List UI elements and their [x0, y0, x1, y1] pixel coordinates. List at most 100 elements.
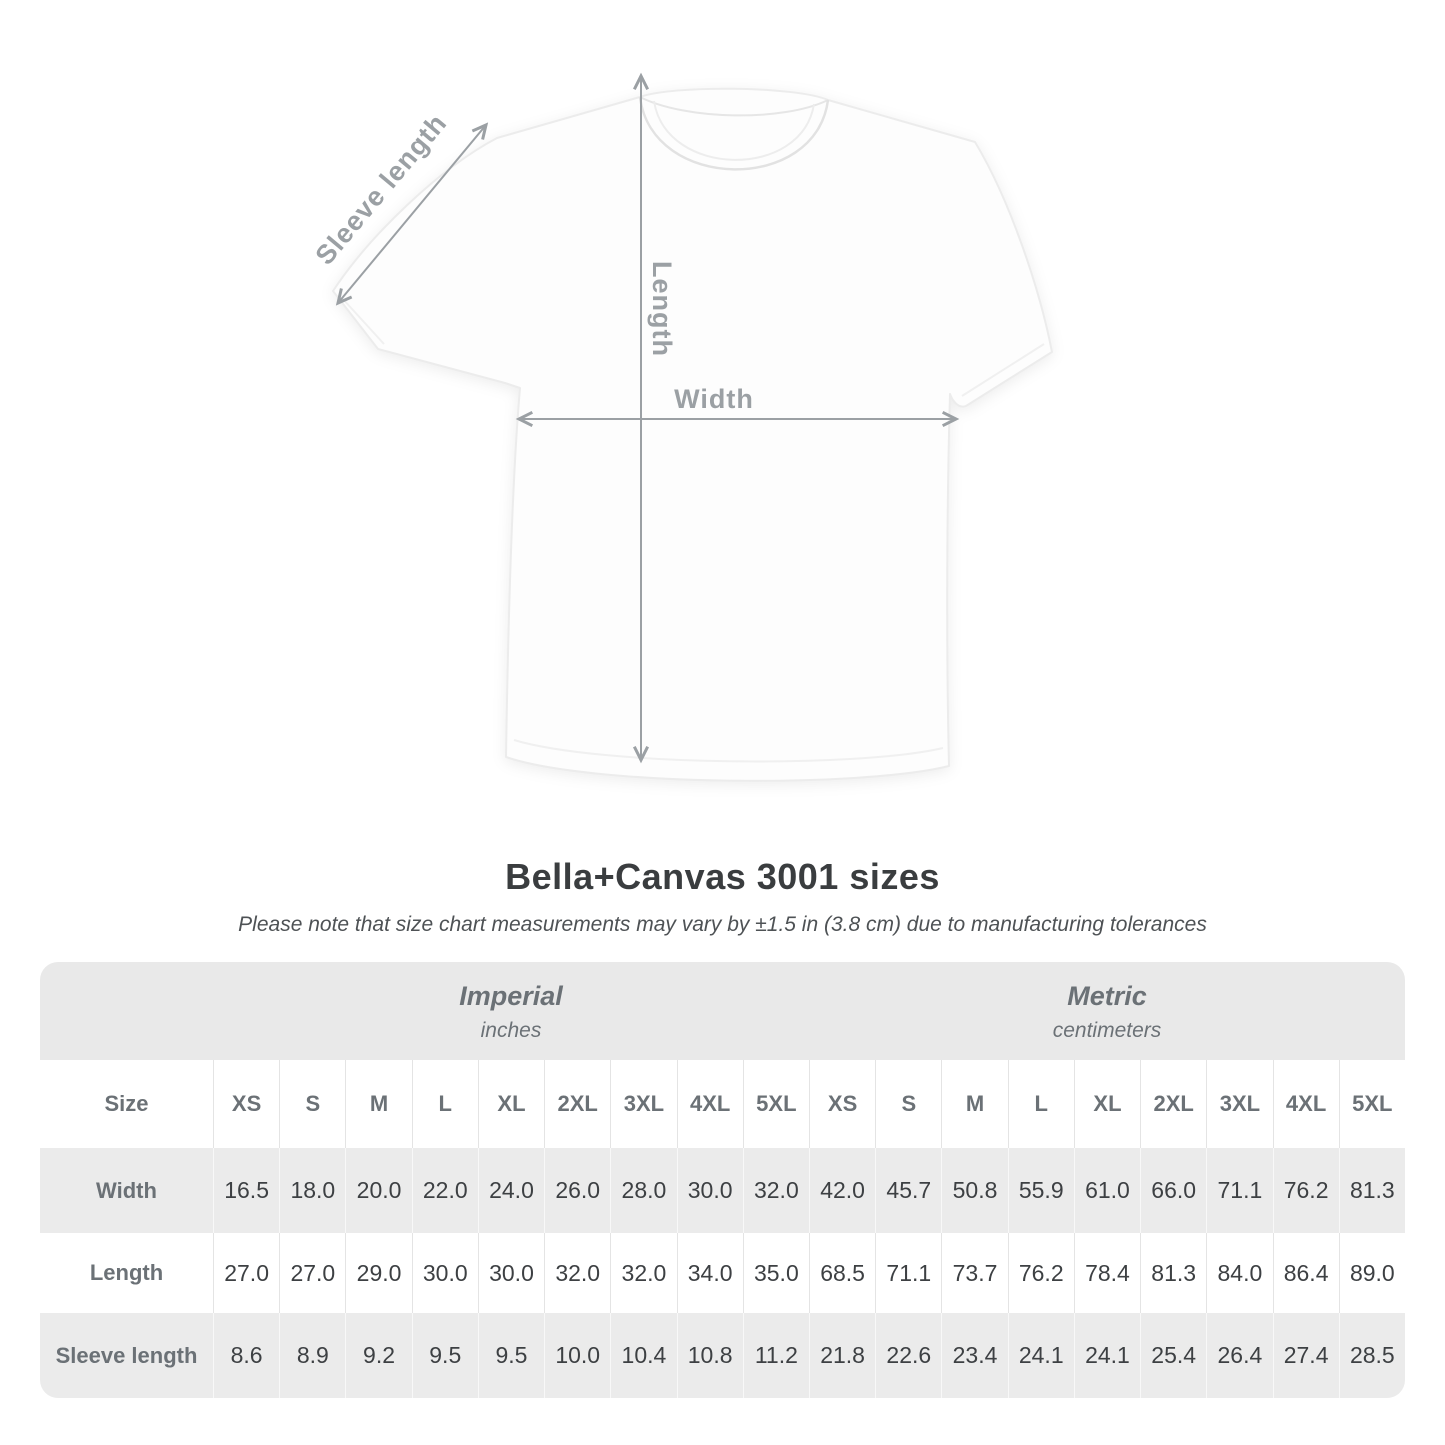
value-cell: 89.0 [1338, 1233, 1405, 1313]
tshirt-collar-inner [653, 100, 815, 161]
unit-band-spacer [40, 962, 213, 1060]
row-label: Width [96, 1177, 157, 1203]
tshirt-body [332, 87, 1053, 782]
value-cell: 28.0 [610, 1148, 676, 1233]
value-cell: 55.9 [1007, 1148, 1074, 1233]
size-col-header: XS [213, 1060, 279, 1148]
tshirt-left-cuff-seam [341, 297, 385, 345]
length-arrow-label: Length [647, 261, 677, 357]
size-column-label: Size [104, 1091, 149, 1116]
value-cell: 78.4 [1073, 1233, 1140, 1313]
value-cell: 76.2 [1007, 1233, 1074, 1313]
value-cell: 30.0 [411, 1233, 478, 1313]
value-cell: 32.0 [742, 1148, 809, 1233]
value-cell: 84.0 [1206, 1233, 1272, 1313]
value-cell: 23.4 [941, 1313, 1007, 1398]
value-cell: 71.1 [875, 1233, 941, 1313]
value-cell: 32.0 [610, 1233, 676, 1313]
row-label: Length [89, 1260, 164, 1285]
size-col-header: 2XL [1140, 1060, 1206, 1148]
length-row: Length 27.0 27.0 29.0 30.0 30.0 32.0 32.0 34.0 35… [40, 1233, 1405, 1313]
value-cell: 27.4 [1272, 1313, 1339, 1398]
size-col-header: L [1007, 1060, 1074, 1148]
value-cell: 22.6 [875, 1313, 941, 1398]
metric-label: Metric [1067, 981, 1147, 1011]
tshirt-collar-outer [638, 96, 830, 171]
page-title: Bella+Canvas 3001 sizes [505, 856, 940, 897]
value-cell: 27.0 [213, 1233, 279, 1313]
value-cell: 9.5 [477, 1313, 544, 1398]
value-cell: 71.1 [1206, 1148, 1272, 1233]
value-cell: 45.7 [875, 1148, 941, 1233]
size-col-header: 4XL [1272, 1060, 1339, 1148]
value-cell: 50.8 [941, 1148, 1007, 1233]
value-cell: 10.8 [676, 1313, 743, 1398]
tshirt-collar-back [639, 96, 829, 117]
size-col-header: 3XL [1206, 1060, 1272, 1148]
value-cell: 29.0 [345, 1233, 411, 1313]
size-col-header: 4XL [676, 1060, 743, 1148]
size-col-header: L [411, 1060, 478, 1148]
imperial-label: Imperial [459, 981, 563, 1011]
value-cell: 11.2 [742, 1313, 809, 1398]
value-cell: 68.5 [808, 1233, 875, 1313]
value-cell: 25.4 [1140, 1313, 1206, 1398]
value-cell: 27.0 [279, 1233, 345, 1313]
metric-unit-label: centimeters [1052, 1019, 1162, 1042]
value-cell: 26.4 [1206, 1313, 1272, 1398]
value-cell: 76.2 [1272, 1148, 1339, 1233]
value-cell: 9.2 [345, 1313, 411, 1398]
value-cell: 73.7 [941, 1233, 1007, 1313]
tshirt-hem-stitch [513, 739, 944, 763]
value-cell: 26.0 [544, 1148, 610, 1233]
value-cell: 30.0 [676, 1148, 743, 1233]
size-col-header: 2XL [544, 1060, 610, 1148]
value-cell: 22.0 [411, 1148, 478, 1233]
tolerance-note: Please note that size chart measurements… [238, 913, 1207, 936]
size-col-header: XS [808, 1060, 875, 1148]
value-cell: 81.3 [1338, 1148, 1405, 1233]
sleeve-length-row: Sleeve length 8.6 8.9 9.2 9.5 9.5 10.0 10.4 10.8… [40, 1313, 1405, 1398]
size-col-header: M [345, 1060, 411, 1148]
size-col-header: S [279, 1060, 345, 1148]
value-cell: 16.5 [213, 1148, 279, 1233]
value-cell: 20.0 [345, 1148, 411, 1233]
size-col-header: S [875, 1060, 941, 1148]
metric-group-header: Metric centimeters [809, 962, 1405, 1060]
imperial-unit-label: inches [480, 1019, 542, 1042]
size-col-header: 5XL [742, 1060, 809, 1148]
imperial-group-header: Imperial inches [213, 962, 809, 1060]
width-row: Width 16.5 18.0 20.0 22.0 24.0 26.0 28.0 30.0 32.… [40, 1148, 1405, 1233]
title-block: Bella+Canvas 3001 sizes Please note that… [0, 856, 1445, 937]
size-col-header: XL [477, 1060, 544, 1148]
size-col-header: 5XL [1338, 1060, 1405, 1148]
value-cell: 61.0 [1073, 1148, 1140, 1233]
width-arrow-label: Width [674, 384, 754, 414]
size-col-header: M [941, 1060, 1007, 1148]
value-cell: 86.4 [1272, 1233, 1339, 1313]
value-cell: 24.0 [477, 1148, 544, 1233]
value-cell: 30.0 [477, 1233, 544, 1313]
value-cell: 28.5 [1338, 1313, 1405, 1398]
value-cell: 10.0 [544, 1313, 610, 1398]
tshirt-right-cuff-seam [961, 343, 1045, 397]
value-cell: 66.0 [1140, 1148, 1206, 1233]
value-cell: 18.0 [279, 1148, 345, 1233]
value-cell: 42.0 [808, 1148, 875, 1233]
value-cell: 10.4 [610, 1313, 676, 1398]
value-cell: 24.1 [1073, 1313, 1140, 1398]
tshirt-measurement-diagram: Sleeve length Length Width [309, 0, 1053, 782]
value-cell: 81.3 [1140, 1233, 1206, 1313]
size-col-header: XL [1073, 1060, 1140, 1148]
row-label: Sleeve length [55, 1342, 198, 1368]
value-cell: 35.0 [742, 1233, 809, 1313]
sleeve-length-arrow [338, 125, 486, 303]
size-col-header: 3XL [610, 1060, 676, 1148]
value-cell: 24.1 [1007, 1313, 1074, 1398]
unit-header-band: Imperial inches Metric centimeters [40, 962, 1405, 1060]
value-cell: 32.0 [544, 1233, 610, 1313]
value-cell: 21.8 [808, 1313, 875, 1398]
value-cell: 8.9 [279, 1313, 345, 1398]
value-cell: 9.5 [411, 1313, 478, 1398]
